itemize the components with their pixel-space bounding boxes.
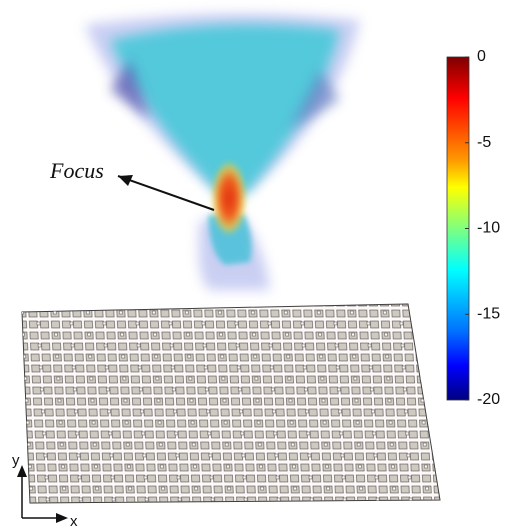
colorbar-tick-label: 0: [477, 48, 486, 65]
x-axis-label: x: [70, 513, 78, 530]
beam: [85, 14, 360, 290]
annotation-arrow: [118, 176, 214, 210]
colorbar-tick-label: -15: [477, 305, 500, 322]
annotation: Focus: [49, 158, 104, 183]
colorbar-tick-label: -10: [477, 220, 500, 237]
figure: Focus 0 -5 -10 -15 -20 y x: [0, 0, 514, 530]
colorbar-tick-label: -20: [477, 391, 500, 408]
colorbar-ticks: 0 -5 -10 -15 -20: [465, 48, 500, 408]
metasurface: [22, 304, 440, 503]
y-axis-label: y: [12, 452, 20, 469]
colorbar-tick-label: -5: [477, 134, 491, 151]
